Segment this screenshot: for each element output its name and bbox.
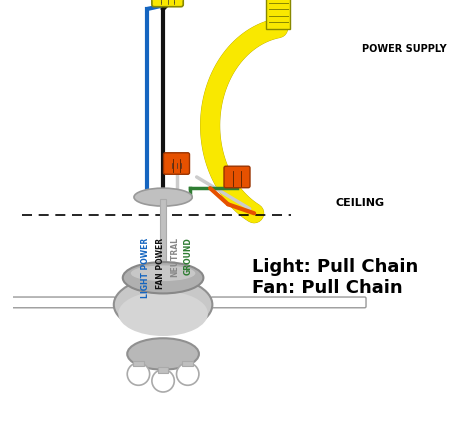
FancyBboxPatch shape	[0, 297, 115, 308]
Ellipse shape	[118, 291, 208, 336]
Polygon shape	[153, 0, 182, 4]
Text: NEUTRAL: NEUTRAL	[170, 237, 179, 277]
FancyBboxPatch shape	[160, 199, 166, 276]
Ellipse shape	[123, 262, 203, 293]
Circle shape	[176, 363, 199, 385]
Text: GROUND: GROUND	[183, 237, 192, 275]
Text: LIGHT POWER: LIGHT POWER	[141, 237, 150, 297]
Text: POWER SUPPLY: POWER SUPPLY	[363, 44, 447, 54]
FancyBboxPatch shape	[164, 153, 190, 174]
FancyBboxPatch shape	[13, 0, 461, 448]
FancyBboxPatch shape	[266, 0, 290, 29]
Ellipse shape	[127, 338, 199, 370]
FancyBboxPatch shape	[158, 367, 168, 373]
Ellipse shape	[134, 188, 192, 206]
Ellipse shape	[131, 265, 195, 281]
Polygon shape	[166, 157, 187, 168]
FancyBboxPatch shape	[182, 361, 193, 366]
Ellipse shape	[114, 278, 212, 332]
Text: Light: Pull Chain
Fan: Pull Chain: Light: Pull Chain Fan: Pull Chain	[253, 258, 419, 297]
FancyBboxPatch shape	[224, 166, 250, 188]
Circle shape	[127, 363, 150, 385]
FancyBboxPatch shape	[133, 361, 144, 366]
Text: CEILING: CEILING	[336, 198, 385, 208]
Circle shape	[152, 370, 174, 392]
Text: FAN POWER: FAN POWER	[156, 237, 165, 289]
FancyBboxPatch shape	[152, 0, 183, 7]
FancyBboxPatch shape	[211, 297, 366, 308]
